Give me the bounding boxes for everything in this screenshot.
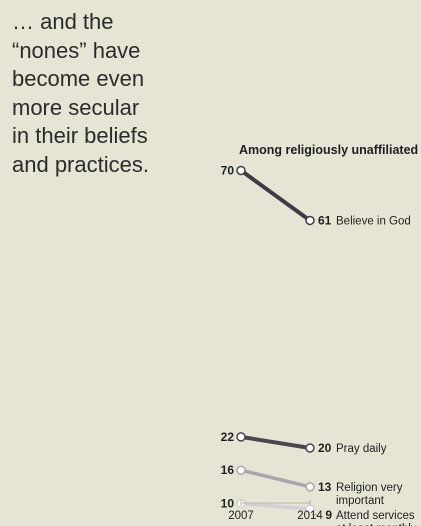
data-label: 20 [318,441,332,455]
x-axis: 2007 2014 [228,500,323,522]
data-label: 10 [221,497,235,511]
series-label: Attend servicesat least monthly [336,510,417,526]
data-label: 61 [318,213,332,227]
series-line [239,434,312,450]
data-point [305,482,315,492]
headline-line: more secular [12,94,140,120]
series-line [239,168,312,223]
headline-line: and practices. [12,151,149,177]
chart-subtitle: Among religiously unaffiliated [239,143,418,157]
data-label: 16 [221,463,235,477]
data-point [236,165,246,176]
data-label: 22 [221,430,235,444]
headline: … and the “nones” have become even more … [12,8,149,179]
series-2: 22 20 Pray daily [221,430,387,455]
series-line [239,468,312,489]
series-1: 70 61 Believe in God [221,164,411,228]
headline-line: “nones” have [12,37,141,63]
data-label: 70 [221,164,235,178]
data-point [236,432,246,442]
series-line [239,501,312,511]
series-label: Believe in God [336,215,411,227]
data-label: 13 [318,480,332,494]
data-point [305,443,315,453]
x-tick-label: 2014 [297,510,323,522]
series-layer: 70 61 Believe in God 22 20 Pray daily 16 13 Reli… [221,164,417,526]
headline-line: become even [12,66,145,91]
x-tick-label: 2007 [228,510,254,522]
data-point [236,465,246,475]
data-label: 9 [325,508,332,522]
series-label: Pray daily [336,443,387,455]
data-point [305,215,315,226]
headline-line: in their beliefs [12,123,148,148]
series-label: Religion very important [336,482,403,507]
headline-line: … and the [12,9,114,34]
series-3: 16 13 Religion very important [221,463,403,507]
